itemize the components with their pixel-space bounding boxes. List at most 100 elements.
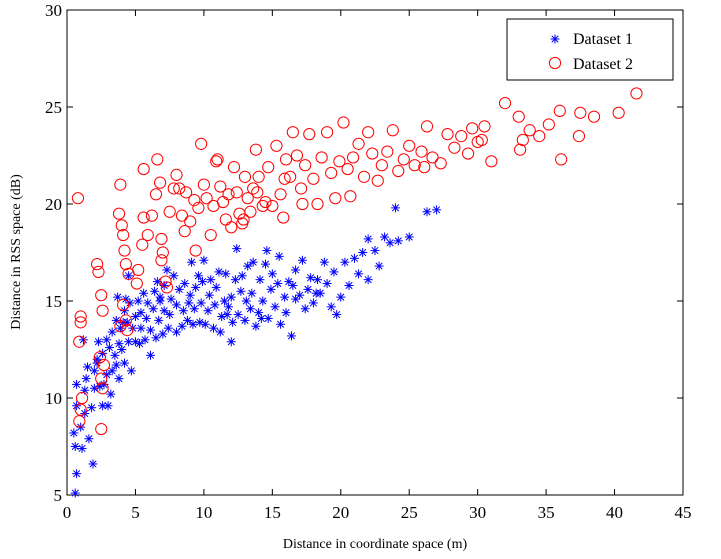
legend-circle-icon xyxy=(548,56,562,70)
data-point-dataset-1 xyxy=(72,379,82,389)
data-point-dataset-2 xyxy=(516,133,529,147)
data-point-dataset-1 xyxy=(326,302,336,312)
data-point-dataset-2 xyxy=(612,106,625,119)
data-point-dataset-1 xyxy=(340,257,350,267)
legend-label-dataset-2: Dataset 2 xyxy=(573,56,633,73)
data-point-dataset-2 xyxy=(296,197,309,211)
data-point-dataset-1 xyxy=(158,329,168,339)
data-point-dataset-2 xyxy=(241,192,254,205)
data-point-dataset-2 xyxy=(333,155,346,168)
data-point-dataset-2 xyxy=(74,316,87,329)
data-point-dataset-1 xyxy=(300,304,310,314)
data-point-dataset-1 xyxy=(329,267,339,277)
data-point-dataset-1 xyxy=(262,246,272,256)
data-point-dataset-1 xyxy=(150,286,160,296)
data-point-dataset-1 xyxy=(89,366,99,376)
data-point-dataset-2 xyxy=(249,143,263,156)
data-point-dataset-2 xyxy=(299,159,312,172)
data-point-dataset-1 xyxy=(391,203,401,213)
legend-box xyxy=(506,18,674,81)
data-point-dataset-1 xyxy=(163,323,173,333)
x-tick-label: 25 xyxy=(401,503,418,522)
data-point-dataset-2 xyxy=(386,124,399,137)
data-point-dataset-2 xyxy=(117,228,130,242)
x-tick-label: 20 xyxy=(332,503,349,522)
data-point-dataset-1 xyxy=(221,269,231,279)
data-point-dataset-1 xyxy=(226,337,236,347)
data-point-dataset-1 xyxy=(363,234,373,244)
data-point-dataset-1 xyxy=(232,244,242,254)
data-point-dataset-1 xyxy=(203,306,213,316)
data-point-dataset-2 xyxy=(214,180,227,193)
data-point-dataset-2 xyxy=(153,176,167,189)
data-point-dataset-2 xyxy=(189,244,202,257)
data-point-dataset-2 xyxy=(533,130,546,143)
data-point-dataset-1 xyxy=(274,251,284,261)
data-point-dataset-1 xyxy=(178,306,188,316)
data-point-dataset-1 xyxy=(215,327,225,337)
data-point-dataset-1 xyxy=(124,271,134,281)
data-point-dataset-2 xyxy=(279,153,293,166)
legend-asterisk-icon xyxy=(550,34,560,44)
data-point-dataset-1 xyxy=(196,298,206,308)
data-point-dataset-1 xyxy=(322,279,332,289)
data-point-dataset-2 xyxy=(204,228,217,242)
data-point-dataset-2 xyxy=(466,122,479,135)
data-point-dataset-2 xyxy=(93,351,106,364)
data-point-dataset-2 xyxy=(475,133,488,147)
data-point-dataset-2 xyxy=(149,188,163,201)
data-point-dataset-1 xyxy=(255,275,265,285)
data-point-dataset-1 xyxy=(258,296,268,306)
data-point-dataset-1 xyxy=(172,327,182,337)
data-point-dataset-2 xyxy=(200,192,213,205)
x-tick-label: 40 xyxy=(606,503,623,522)
data-point-dataset-1 xyxy=(177,321,187,331)
data-point-dataset-2 xyxy=(403,139,416,152)
data-point-dataset-1 xyxy=(110,350,120,360)
data-point-dataset-2 xyxy=(197,178,210,191)
data-point-dataset-2 xyxy=(572,130,586,143)
data-point-dataset-2 xyxy=(141,228,154,242)
data-point-dataset-2 xyxy=(73,335,86,348)
data-point-dataset-1 xyxy=(159,306,169,316)
data-point-dataset-2 xyxy=(284,170,297,183)
data-point-dataset-2 xyxy=(290,149,304,162)
data-point-dataset-1 xyxy=(306,273,316,283)
data-point-dataset-1 xyxy=(87,403,97,413)
data-point-dataset-1 xyxy=(291,265,301,275)
data-point-dataset-2 xyxy=(542,118,555,131)
data-point-dataset-2 xyxy=(251,186,264,199)
y-tick-label: 10 xyxy=(45,389,62,408)
data-point-dataset-2 xyxy=(448,141,461,154)
data-point-dataset-2 xyxy=(555,153,568,166)
data-point-dataset-2 xyxy=(237,213,250,226)
data-point-dataset-2 xyxy=(117,298,130,311)
data-point-dataset-2 xyxy=(485,155,498,168)
data-point-dataset-2 xyxy=(167,182,180,195)
data-point-dataset-1 xyxy=(286,331,296,341)
data-point-dataset-1 xyxy=(151,333,161,343)
plot-frame xyxy=(66,9,684,496)
y-tick-label: 20 xyxy=(45,195,62,214)
data-point-dataset-1 xyxy=(273,279,283,289)
data-point-dataset-1 xyxy=(336,292,346,302)
data-point-dataset-2 xyxy=(259,195,272,209)
data-point-dataset-1 xyxy=(303,284,313,294)
legend-label-dataset-1: Dataset 1 xyxy=(573,31,633,48)
data-point-dataset-1 xyxy=(224,302,234,312)
data-point-dataset-1 xyxy=(111,360,121,370)
data-point-dataset-1 xyxy=(107,327,117,337)
data-point-dataset-1 xyxy=(247,288,257,298)
data-point-dataset-2 xyxy=(381,145,394,158)
data-point-dataset-1 xyxy=(136,323,146,333)
data-point-dataset-1 xyxy=(354,269,364,279)
data-point-dataset-2 xyxy=(71,192,85,205)
data-point-dataset-2 xyxy=(121,324,134,337)
y-tick-label: 25 xyxy=(45,98,62,117)
data-point-dataset-2 xyxy=(156,246,169,259)
data-point-dataset-2 xyxy=(270,139,283,152)
data-point-dataset-2 xyxy=(498,97,512,110)
data-point-dataset-2 xyxy=(95,422,108,436)
data-point-dataset-1 xyxy=(214,267,224,277)
data-point-dataset-2 xyxy=(371,174,384,187)
